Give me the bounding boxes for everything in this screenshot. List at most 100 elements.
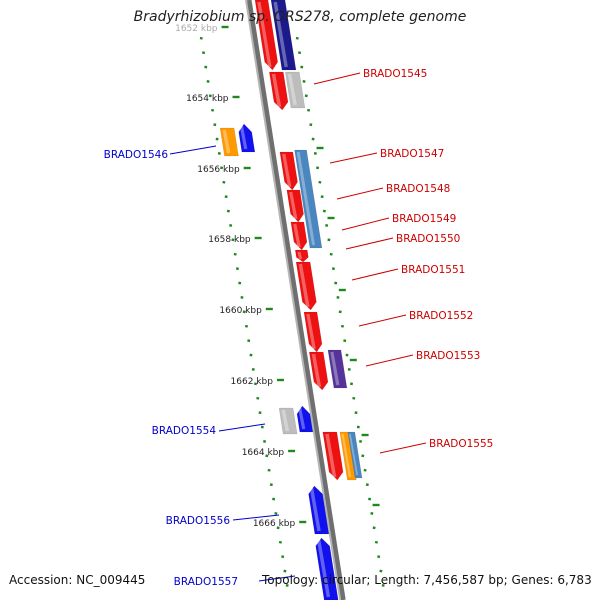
scale-label: 1658 kbp <box>208 235 251 245</box>
gene-label-leader <box>351 268 399 281</box>
outer-tick-mark <box>309 123 313 127</box>
outer-tick-mark <box>352 396 356 400</box>
gene-feature-brado1556-highlight <box>309 487 321 532</box>
scale-label: 1654 kbp <box>186 94 229 104</box>
gene-feature-brado1549 <box>290 221 308 251</box>
gene-feature-brado1546b <box>238 123 256 153</box>
inner-tick-mark <box>240 296 244 299</box>
outer-tick-mark <box>307 108 311 112</box>
gene-feature-brado1548 <box>286 189 304 223</box>
inner-tick-mark <box>217 152 221 155</box>
gene-label-brado1554: BRADO1554 <box>152 425 217 437</box>
outer-tick-mark <box>327 238 331 242</box>
gene-feature-brado1557-highlight <box>316 539 331 598</box>
inner-tick-mark <box>206 80 210 83</box>
genome-backbone <box>246 0 346 600</box>
gene-label-leader <box>329 152 378 164</box>
outer-tick-mark <box>370 512 374 515</box>
inner-tick-mark <box>233 252 237 256</box>
gene-feature-brado1550b <box>294 249 309 263</box>
inner-tick-mark <box>253 382 258 386</box>
genome-backbone-highlight <box>245 0 342 600</box>
inner-tick-mark <box>283 569 287 573</box>
outer-tick-mark <box>374 540 378 544</box>
gene-label-leader <box>336 187 384 200</box>
inner-tick-mark <box>220 166 224 170</box>
scale-label: 1652 kbp <box>175 24 218 34</box>
outer-tick-mark <box>377 555 381 559</box>
outer-tick-mark <box>300 65 304 69</box>
inner-tick-mark <box>235 267 239 271</box>
scale-label: 1656 kbp <box>197 165 240 175</box>
gene-label-leader <box>258 575 296 582</box>
inner-tick-mark <box>281 555 285 559</box>
gene-feature-brado1554-highlight <box>281 409 290 432</box>
inner-tick-mark <box>274 512 278 515</box>
gene-feature-brado1551 <box>295 261 317 311</box>
gene-feature-brado1552 <box>303 311 323 353</box>
gene-feature-brado1553 <box>308 351 329 391</box>
gene-label-leader <box>341 217 390 231</box>
inner-tick-mark <box>208 94 212 98</box>
outer-tick-mark <box>318 180 322 184</box>
gene-label-brado1546: BRADO1546 <box>104 149 169 161</box>
outer-tick-mark <box>329 252 333 256</box>
gene-feature-brado1550b-highlight <box>297 251 303 260</box>
outer-tick-mark <box>295 36 299 40</box>
gene-feature-brado1550 <box>294 149 323 249</box>
outer-tick-mark <box>340 324 344 328</box>
inner-tick-mark <box>211 108 215 112</box>
outer-tick-mark <box>320 195 324 199</box>
gene-label-brado1552: BRADO1552 <box>409 310 473 322</box>
gene-feature-brado1557 <box>315 537 339 600</box>
gene-feature-brado1553b-highlight <box>330 351 340 386</box>
gene-label-leader <box>345 237 394 250</box>
inner-tick-mark <box>285 584 289 587</box>
inner-tick-mark <box>251 368 255 371</box>
gene-label-brado1551: BRADO1551 <box>401 264 465 276</box>
scale-label: 1664 kbp <box>242 448 285 458</box>
scale-label: 1666 kbp <box>253 519 296 529</box>
gene-label-leader <box>379 442 427 454</box>
inner-tick-mark <box>263 440 267 443</box>
outer-tick-mark <box>365 483 369 487</box>
outer-tick-mark <box>302 80 306 83</box>
gene-feature-brado1555 <box>322 431 344 481</box>
outer-tick-mark <box>316 166 320 170</box>
gene-feature-brado1548-highlight <box>289 191 298 220</box>
gene-feature-brado1545-highlight <box>271 73 282 108</box>
outer-tick-mark <box>363 468 367 472</box>
length-value: 7,456,587 bp; <box>423 573 508 587</box>
gene-label-brado1555: BRADO1555 <box>429 438 493 450</box>
inner-tick-mark <box>215 137 219 141</box>
gene-label-brado1556: BRADO1556 <box>166 515 231 527</box>
gene-label-leader <box>365 354 414 367</box>
accession-info: Accession: NC_009445 <box>9 573 145 587</box>
gene-feature-brado1546 <box>219 127 239 157</box>
outer-tick-mark <box>304 94 308 98</box>
gene-feature-brado1555c <box>347 431 363 479</box>
inner-tick-mark <box>229 224 233 227</box>
gene-label-leader <box>218 423 266 432</box>
outer-tick-mark <box>349 382 354 386</box>
inner-tick-mark <box>199 36 203 40</box>
outer-tick-mark <box>336 296 340 299</box>
gene-label-brado1550: BRADO1550 <box>396 233 460 245</box>
gene-feature-brado1549-highlight <box>293 223 301 248</box>
outer-tick-mark <box>381 584 385 587</box>
gene-feature-brado1546-highlight <box>222 129 231 154</box>
inner-tick-mark <box>258 411 262 415</box>
gene-feature-brado1544 <box>254 0 278 71</box>
scale-label: 1662 kbp <box>231 377 274 387</box>
inner-tick-mark <box>260 425 264 429</box>
gene-label-leader <box>313 72 361 85</box>
outer-tick-mark <box>372 526 376 530</box>
outer-tick-mark <box>325 224 329 227</box>
genome-stats: Topology: circular; Length: 7,456,587 bp… <box>262 573 592 587</box>
accession-label: Accession: <box>9 573 73 587</box>
outer-tick-mark <box>361 454 365 458</box>
outer-tick-mark <box>379 569 383 573</box>
gene-feature-brado1552-highlight <box>306 313 316 350</box>
gene-feature-brado1551-highlight <box>298 263 310 308</box>
gene-feature-brado1555-highlight <box>325 433 337 478</box>
